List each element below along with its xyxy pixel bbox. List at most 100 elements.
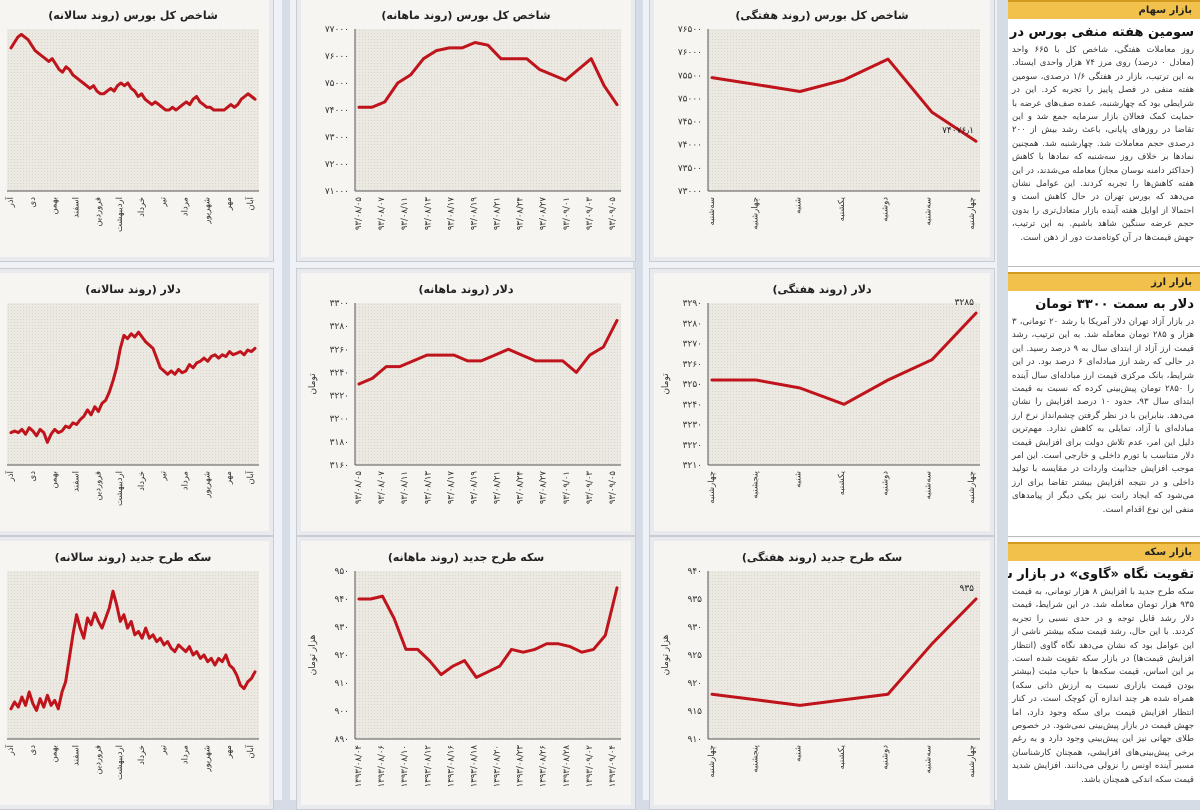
x-tick-label: آذر — [4, 744, 16, 756]
data-point — [104, 399, 107, 401]
data-point — [581, 651, 583, 653]
data-point — [141, 637, 143, 639]
y-tick-label: ۳۲۳۰ — [683, 421, 702, 431]
data-point — [235, 674, 238, 676]
data-point — [931, 358, 933, 361]
data-point — [616, 587, 618, 589]
y-tick-label: ۹۲۰ — [334, 651, 349, 661]
x-tick-label: سه‌شنبه — [707, 197, 717, 226]
plot-area — [355, 571, 621, 739]
data-point — [195, 95, 198, 98]
data-point — [250, 95, 253, 98]
y-tick-label: ۹۲۵ — [687, 651, 702, 661]
chart-title: شاخص کل بورس (روند سالانه) — [48, 9, 218, 22]
data-point — [134, 634, 136, 636]
data-point — [46, 694, 49, 697]
data-point — [166, 640, 169, 643]
x-tick-label: فروردین — [93, 471, 103, 501]
data-point — [223, 109, 225, 111]
chart-svg: ۳۳۰۰ ۳۲۸۰ ۳۲۶۰ ۳۲۴۰ ۳۲۲۰ ۳۲۰۰ ۳۱۸۰ ۳۱۶۰ تومان ۹۳/… — [308, 299, 621, 505]
x-tick-label: آبان — [244, 196, 256, 210]
data-point — [564, 79, 567, 82]
x-tick-label: بهمن — [50, 471, 60, 489]
chart-title: دلار (روند سالانه) — [85, 283, 181, 296]
data-point — [112, 379, 114, 382]
data-point — [108, 607, 111, 609]
y-axis-label: هزار تومان — [308, 634, 318, 675]
data-point — [243, 95, 246, 98]
data-point — [64, 425, 67, 427]
data-point — [178, 106, 181, 109]
data-point — [53, 428, 56, 431]
y-tick-label: ۷۴۵۰۰ — [678, 118, 702, 128]
data-point — [79, 627, 81, 629]
data-point — [123, 334, 125, 337]
data-point — [225, 654, 227, 656]
x-tick-label: ۹۳/۰۸/۲۱ — [493, 197, 503, 230]
x-tick-label: ۱۳۹۳/۰۸/۲۶ — [539, 745, 549, 787]
data-point — [931, 111, 933, 114]
data-point — [34, 49, 36, 52]
x-tick-label: دوشنبه — [880, 197, 890, 222]
data-point — [166, 373, 169, 376]
y-tick-label: ۸۹۰ — [334, 735, 349, 745]
data-point — [384, 101, 386, 103]
x-tick-label: ۹۳/۰۹/۰۵ — [608, 197, 618, 231]
y-tick-label: ۹۳۰ — [687, 623, 702, 633]
data-point — [32, 430, 34, 432]
data-point — [61, 691, 63, 693]
x-tick-label: آبان — [244, 744, 256, 758]
data-point — [887, 379, 889, 381]
data-point — [144, 98, 146, 100]
data-point — [755, 379, 757, 381]
data-point — [195, 650, 198, 653]
y-tick-label: ۹۴۰ — [687, 567, 702, 577]
data-point — [843, 699, 845, 701]
y-tick-label: ۷۷۰۰۰ — [325, 25, 349, 35]
y-tick-label: ۳۳۰۰ — [330, 299, 349, 309]
data-point — [82, 82, 84, 84]
data-point — [17, 706, 20, 708]
x-tick-label: ۱۳۹۳/۰۸/۱۶ — [446, 745, 456, 787]
data-point — [126, 337, 129, 340]
data-point — [711, 379, 713, 381]
data-point — [177, 644, 180, 646]
data-point — [141, 336, 143, 338]
news-section-coin: بازار سکه تقویت نگاه «گاوی» در بازار سکه… — [1008, 542, 1200, 800]
data-point — [72, 74, 74, 76]
data-point — [480, 360, 483, 362]
news-sidebar: بازار سهام سومین هفته منفی بورس در پاییز… — [1008, 0, 1200, 800]
data-point — [487, 44, 489, 46]
data-point — [21, 696, 23, 698]
x-tick-label: شنبه — [794, 471, 804, 488]
data-point — [182, 103, 184, 106]
x-tick-label: چهارشنبه — [707, 471, 717, 504]
data-point — [78, 79, 81, 82]
data-point — [97, 620, 100, 623]
x-tick-label: ۹۳/۰۸/۲۷ — [539, 471, 549, 505]
data-point — [90, 623, 92, 626]
data-point — [137, 630, 140, 633]
x-tick-label: مرداد — [181, 745, 191, 764]
x-tick-label: سه‌شنبه — [924, 471, 934, 500]
plot-area — [708, 303, 980, 465]
data-point — [152, 347, 154, 350]
data-point — [212, 109, 215, 111]
chart-title: سکه طرح جدید (روند ماهانه) — [387, 551, 545, 564]
x-tick-label: اسفند — [71, 197, 81, 218]
data-point — [217, 657, 220, 660]
data-point — [10, 47, 12, 49]
data-point — [221, 660, 224, 663]
y-tick-label: ۳۲۲۰ — [683, 441, 702, 451]
x-tick-label: ۱۳۹۳/۰۸/۲۳ — [516, 745, 526, 788]
data-point — [75, 423, 78, 426]
x-tick-label: ۹۳/۰۸/۰۷ — [377, 471, 387, 505]
data-point — [37, 52, 40, 55]
x-tick-label: ۹۳/۰۹/۰۱ — [562, 471, 572, 504]
data-point — [561, 360, 564, 362]
data-point — [90, 413, 92, 416]
data-point — [42, 706, 45, 708]
y-tick-label: ۷۴۰۰۰ — [325, 106, 349, 116]
x-tick-label: شهریور — [202, 197, 212, 225]
plot-area — [708, 571, 980, 739]
